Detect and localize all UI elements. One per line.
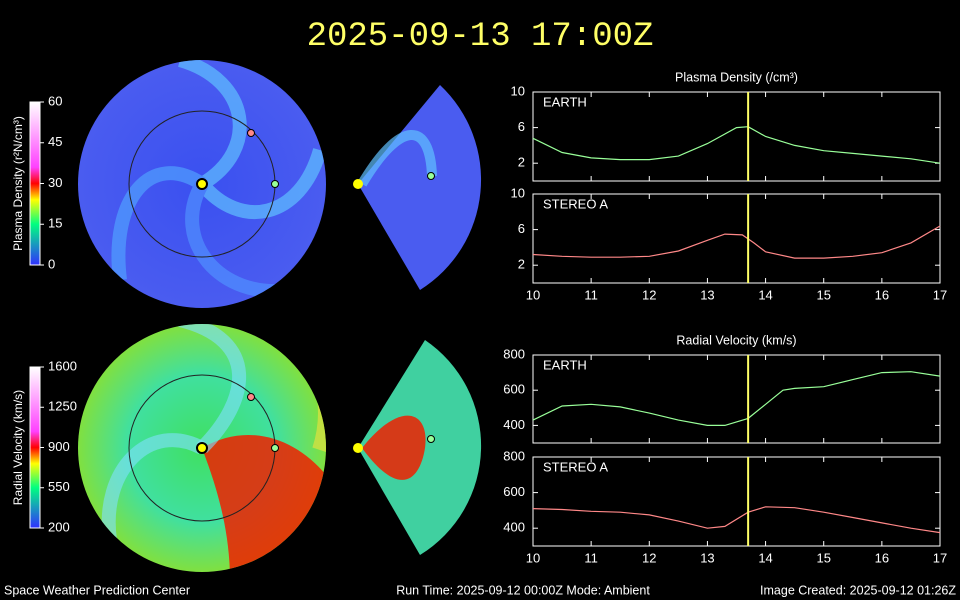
colorbar-label: Plasma Density (r²N/cm³) bbox=[11, 116, 25, 251]
y-tick-label: 10 bbox=[511, 185, 525, 200]
colorbar-tick-label: 550 bbox=[48, 479, 70, 494]
plot-frame bbox=[532, 193, 941, 284]
colorbar-tick-label: 60 bbox=[48, 93, 62, 108]
x-tick-label: 14 bbox=[758, 287, 772, 302]
colorbar-tick-label: 1250 bbox=[48, 399, 77, 414]
footer-center: Run Time: 2025-09-12 00:00Z Mode: Ambien… bbox=[396, 583, 650, 597]
colorbar-tick-label: 200 bbox=[48, 519, 70, 534]
y-tick-label: 6 bbox=[518, 221, 525, 236]
series-label: STEREO A bbox=[543, 196, 608, 211]
density-map bbox=[78, 60, 482, 308]
x-tick-label: 10 bbox=[526, 287, 540, 302]
plot-frame bbox=[532, 456, 941, 547]
y-tick-label: 400 bbox=[503, 417, 525, 432]
y-tick-label: 10 bbox=[511, 83, 525, 98]
y-tick-label: 6 bbox=[518, 119, 525, 134]
x-tick-label: 17 bbox=[933, 550, 947, 565]
series-line bbox=[532, 371, 941, 426]
x-tick-label: 15 bbox=[816, 287, 830, 302]
y-tick-label: 2 bbox=[518, 155, 525, 170]
y-tick-label: 800 bbox=[503, 448, 525, 463]
y-tick-label: 600 bbox=[503, 382, 525, 397]
series-line bbox=[532, 126, 941, 164]
series-label: EARTH bbox=[543, 94, 587, 109]
footer-left: Space Weather Prediction Center bbox=[4, 583, 190, 597]
plots: Plasma Density (/cm³) 2 6 10 EARTH 2 6 10 10 11 12… bbox=[503, 70, 947, 565]
y-tick-label: 600 bbox=[503, 484, 525, 499]
colorbar bbox=[29, 101, 41, 266]
x-tick-label: 15 bbox=[816, 550, 830, 565]
colorbar-tick-label: 15 bbox=[48, 216, 62, 231]
series-line bbox=[532, 506, 941, 534]
colorbars: Plasma Density (r²N/cm³) 0 15 30 45 60 Radial … bbox=[11, 93, 77, 534]
x-tick-label: 16 bbox=[875, 287, 889, 302]
series-line bbox=[532, 225, 941, 259]
colorbar-tick-label: 0 bbox=[48, 256, 55, 271]
x-tick-label: 12 bbox=[642, 550, 656, 565]
colorbar-label: Radial Velocity (km/s) bbox=[11, 390, 25, 505]
plot-title: Plasma Density (/cm³) bbox=[675, 70, 798, 84]
plot-frame bbox=[532, 91, 941, 182]
series-label: EARTH bbox=[543, 357, 587, 372]
colorbar bbox=[29, 366, 41, 529]
colorbar-tick-label: 30 bbox=[48, 175, 62, 190]
main-title: 2025-09-13 17:00Z bbox=[307, 18, 654, 56]
x-tick-label: 11 bbox=[584, 550, 598, 565]
velocity-map bbox=[78, 324, 482, 572]
x-tick-label: 16 bbox=[875, 550, 889, 565]
plot-frame bbox=[532, 354, 941, 444]
y-tick-label: 800 bbox=[503, 346, 525, 361]
colorbar-tick-label: 900 bbox=[48, 439, 70, 454]
y-tick-label: 400 bbox=[503, 520, 525, 535]
y-tick-label: 2 bbox=[518, 257, 525, 272]
x-tick-label: 13 bbox=[700, 287, 714, 302]
x-tick-label: 11 bbox=[584, 287, 598, 302]
x-tick-label: 13 bbox=[700, 550, 714, 565]
footer-right: Image Created: 2025-09-12 01:26Z bbox=[760, 583, 956, 597]
series-label: STEREO A bbox=[543, 459, 608, 474]
colorbar-tick-label: 45 bbox=[48, 134, 62, 149]
plot-title: Radial Velocity (km/s) bbox=[676, 333, 796, 347]
x-tick-label: 14 bbox=[758, 550, 772, 565]
x-tick-label: 17 bbox=[933, 287, 947, 302]
colorbar-tick-label: 1600 bbox=[48, 358, 77, 373]
x-tick-label: 12 bbox=[642, 287, 656, 302]
x-tick-label: 10 bbox=[526, 550, 540, 565]
